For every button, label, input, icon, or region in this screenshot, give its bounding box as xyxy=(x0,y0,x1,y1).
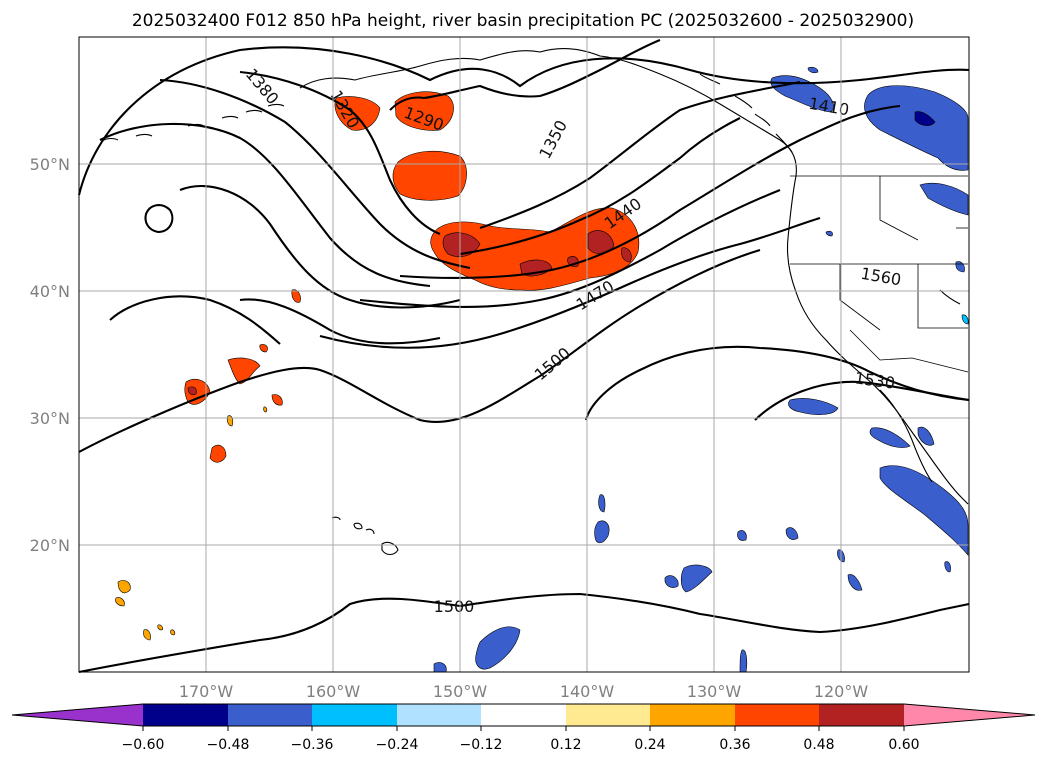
political-borders xyxy=(790,175,969,373)
colorbar-tick-label: −0.24 xyxy=(376,737,419,753)
gridlines xyxy=(79,37,969,672)
colorbar-tick-label: −0.60 xyxy=(122,737,165,753)
colorbar-tick-label: −0.48 xyxy=(207,737,250,753)
colorbar-segment-9 xyxy=(819,704,904,726)
colorbar-segment-10 xyxy=(904,704,1035,726)
chart-title: 2025032400 F012 850 hPa height, river ba… xyxy=(132,11,914,31)
colorbar-segment-4 xyxy=(397,704,481,726)
colorbar-tick-label: 0.24 xyxy=(634,737,665,753)
colorbar-segment-3 xyxy=(312,704,397,726)
longitude-labels: 170°W 160°W 150°W 140°W 130°W 120°W xyxy=(179,682,869,701)
lon-label-150w: 150°W xyxy=(433,682,488,701)
lon-label-160w: 160°W xyxy=(306,682,361,701)
colorbar-segment-6 xyxy=(566,704,650,726)
colorbar-tick-label: 0.48 xyxy=(803,737,834,753)
colorbar-segment-1 xyxy=(143,704,228,726)
colorbar-tick-label: 0.60 xyxy=(888,737,919,753)
lon-label-170w: 170°W xyxy=(179,682,234,701)
colorbar-segment-2 xyxy=(228,704,312,726)
colorbar-segment-5 xyxy=(481,704,566,726)
lat-label-50n: 50°N xyxy=(30,155,70,174)
map-background xyxy=(79,37,969,672)
colorbar-tick-marks xyxy=(142,726,905,731)
colorbar-segment-7 xyxy=(650,704,735,726)
map-frame xyxy=(78,36,970,673)
colorbar-segment-8 xyxy=(735,704,819,726)
colorbar xyxy=(11,703,1036,727)
contour-label-1500-south: 1500 xyxy=(434,597,475,616)
colorbar-tick-label: −0.12 xyxy=(460,737,503,753)
lon-label-120w: 120°W xyxy=(814,682,869,701)
colorbar-tick-label: −0.36 xyxy=(291,737,334,753)
latitude-labels: 20°N 30°N 40°N 50°N xyxy=(30,155,70,555)
colorbar-tick-label: 0.36 xyxy=(719,737,750,753)
lon-label-130w: 130°W xyxy=(687,682,742,701)
lat-label-30n: 30°N xyxy=(30,409,70,428)
colorbar-tick-label: 0.12 xyxy=(550,737,581,753)
lat-label-20n: 20°N xyxy=(30,536,70,555)
lon-label-140w: 140°W xyxy=(560,682,615,701)
colorbar-tick-labels: −0.60 −0.48 −0.36 −0.24 −0.12 0.12 0.24 … xyxy=(122,737,920,753)
lat-label-40n: 40°N xyxy=(30,282,70,301)
colorbar-segment-0 xyxy=(12,704,143,726)
height-contours xyxy=(77,39,970,674)
